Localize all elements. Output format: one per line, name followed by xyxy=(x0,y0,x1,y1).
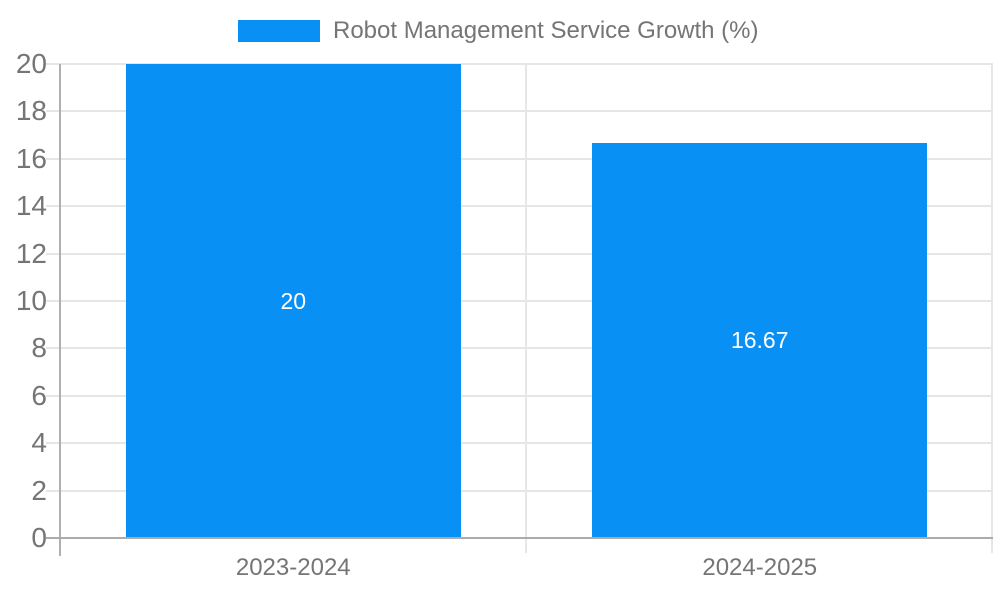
tick-mark xyxy=(991,539,993,553)
legend: Robot Management Service Growth (%) xyxy=(238,14,759,48)
y-tick-label: 4 xyxy=(31,427,47,459)
gridline xyxy=(60,394,993,397)
gridline xyxy=(60,63,993,65)
tick-mark xyxy=(46,63,60,65)
gridline xyxy=(60,252,993,255)
tick-mark xyxy=(46,252,60,255)
tick-mark xyxy=(46,442,60,445)
bar-value-label: 16.67 xyxy=(730,326,789,353)
tick-mark xyxy=(46,205,60,208)
gridline xyxy=(60,110,993,113)
plot-area: 20 16.67 xyxy=(46,63,993,539)
x-tick-label: 2023-2024 xyxy=(235,554,351,581)
y-axis-line xyxy=(59,64,61,556)
legend-swatch xyxy=(238,20,320,42)
gridline xyxy=(60,442,993,445)
gridline xyxy=(60,300,993,302)
y-tick-label: 14 xyxy=(15,190,47,222)
y-tick-label: 0 xyxy=(31,522,47,553)
bar-value-label: 20 xyxy=(280,287,307,314)
gridline xyxy=(60,489,993,492)
gridline xyxy=(60,347,993,350)
y-tick-label: 18 xyxy=(15,95,47,127)
tick-mark xyxy=(46,157,60,160)
legend-label: Robot Management Service Growth (%) xyxy=(333,17,759,44)
y-tick-label: 10 xyxy=(15,285,47,316)
tick-mark xyxy=(46,394,60,397)
tick-mark xyxy=(46,110,60,113)
bar: 16.67 xyxy=(592,142,928,538)
x-tick-label: 2024-2025 xyxy=(702,554,818,581)
gridline xyxy=(60,205,993,208)
gridline xyxy=(991,64,993,538)
y-tick-label: 20 xyxy=(15,48,47,79)
tick-mark xyxy=(46,300,60,302)
tick-mark xyxy=(46,347,60,350)
bar: 20 xyxy=(125,64,461,538)
gridline xyxy=(524,64,527,538)
y-tick-label: 2 xyxy=(31,474,47,506)
y-tick-label: 8 xyxy=(31,332,47,364)
x-axis-line xyxy=(46,537,993,539)
y-tick-label: 12 xyxy=(15,237,47,269)
tick-mark xyxy=(524,539,527,553)
gridline xyxy=(60,157,993,160)
y-tick-label: 6 xyxy=(31,379,47,411)
y-tick-label: 16 xyxy=(15,142,47,174)
tick-mark xyxy=(46,489,60,492)
